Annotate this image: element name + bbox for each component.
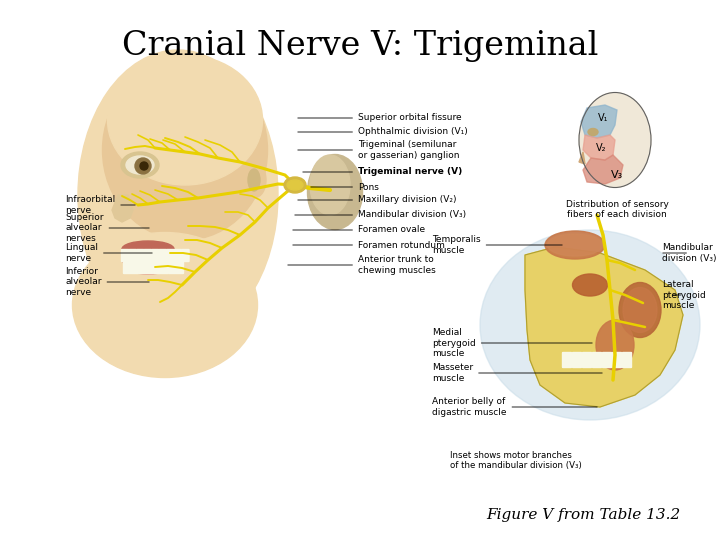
Ellipse shape [244,163,266,198]
FancyBboxPatch shape [122,249,129,261]
FancyBboxPatch shape [129,249,137,261]
FancyBboxPatch shape [137,249,144,261]
Text: Anterior belly of
digastric muscle: Anterior belly of digastric muscle [432,397,597,417]
Ellipse shape [623,287,657,333]
FancyBboxPatch shape [144,249,151,261]
Text: Lingual
nerve: Lingual nerve [65,244,152,262]
Ellipse shape [619,282,661,338]
Text: Temporalis
muscle: Temporalis muscle [432,235,562,255]
FancyBboxPatch shape [124,261,131,273]
FancyBboxPatch shape [151,249,159,261]
FancyBboxPatch shape [582,353,592,368]
FancyBboxPatch shape [159,249,166,261]
Ellipse shape [284,177,306,193]
FancyBboxPatch shape [166,249,174,261]
Polygon shape [579,152,585,164]
Ellipse shape [73,233,258,377]
Text: Medial
pterygoid
muscle: Medial pterygoid muscle [432,328,593,358]
Text: Infraorbital
nerve: Infraorbital nerve [65,195,135,215]
Ellipse shape [547,234,603,256]
Ellipse shape [120,277,176,307]
Text: Ophthalmic division (V₁): Ophthalmic division (V₁) [298,127,468,137]
Text: V₃: V₃ [611,170,623,180]
FancyBboxPatch shape [138,261,146,273]
Text: Inferior
alveolar
nerve: Inferior alveolar nerve [65,267,149,297]
Text: Superior
alveolar
nerves: Superior alveolar nerves [65,213,149,243]
Text: Mandibular division (V₃): Mandibular division (V₃) [294,211,466,219]
FancyBboxPatch shape [593,353,601,368]
FancyBboxPatch shape [131,261,138,273]
Ellipse shape [579,92,651,187]
Ellipse shape [124,260,172,274]
Polygon shape [581,105,617,138]
Text: Distribution of sensory
fibers of each division: Distribution of sensory fibers of each d… [566,200,668,219]
FancyBboxPatch shape [153,261,161,273]
Text: Maxillary division (V₂): Maxillary division (V₂) [298,195,456,205]
Text: Foramen ovale: Foramen ovale [293,226,425,234]
Text: Figure V from Table 13.2: Figure V from Table 13.2 [486,508,680,522]
Ellipse shape [545,231,605,259]
Text: Masseter
muscle: Masseter muscle [432,363,602,383]
Ellipse shape [121,152,159,178]
FancyBboxPatch shape [603,353,611,368]
Text: Lateral
pterygoid
muscle: Lateral pterygoid muscle [662,280,706,310]
Ellipse shape [480,230,700,420]
Text: Inset shows motor branches
of the mandibular division (V₃): Inset shows motor branches of the mandib… [450,450,582,470]
Polygon shape [525,247,683,407]
Text: Trigeminal (semilunar
or gasserian) ganglion: Trigeminal (semilunar or gasserian) gang… [298,140,459,160]
FancyBboxPatch shape [146,261,153,273]
Ellipse shape [107,55,263,185]
Ellipse shape [572,274,608,296]
Text: Foramen rotundum: Foramen rotundum [293,240,445,249]
FancyBboxPatch shape [168,261,176,273]
Ellipse shape [78,50,278,340]
Text: Superior orbital fissure: Superior orbital fissure [298,113,462,123]
FancyBboxPatch shape [572,353,582,368]
Text: Pons: Pons [311,183,379,192]
Polygon shape [175,310,230,345]
Text: V₂: V₂ [595,143,606,153]
Ellipse shape [596,320,634,370]
FancyBboxPatch shape [161,261,168,273]
Ellipse shape [588,129,598,136]
Text: Anterior trunk to
chewing muscles: Anterior trunk to chewing muscles [288,255,436,275]
Ellipse shape [122,244,174,272]
FancyBboxPatch shape [174,249,181,261]
Ellipse shape [122,241,174,257]
Text: V₁: V₁ [598,113,608,123]
Polygon shape [583,155,623,184]
Polygon shape [583,135,615,160]
Text: Trigeminal nerve (V): Trigeminal nerve (V) [303,167,462,177]
Ellipse shape [102,60,268,240]
Polygon shape [112,195,133,222]
Text: Cranial Nerve V: Trigeminal: Cranial Nerve V: Trigeminal [122,30,598,62]
Text: Mandibular
division (V₃): Mandibular division (V₃) [662,244,716,262]
FancyBboxPatch shape [176,261,184,273]
Ellipse shape [310,155,350,215]
Ellipse shape [287,180,303,190]
FancyBboxPatch shape [623,353,631,368]
FancyBboxPatch shape [181,249,189,261]
FancyBboxPatch shape [562,353,572,368]
Ellipse shape [248,169,260,191]
Circle shape [140,162,148,170]
Ellipse shape [126,156,154,174]
FancyBboxPatch shape [613,353,621,368]
Ellipse shape [307,154,362,230]
Circle shape [135,158,151,174]
